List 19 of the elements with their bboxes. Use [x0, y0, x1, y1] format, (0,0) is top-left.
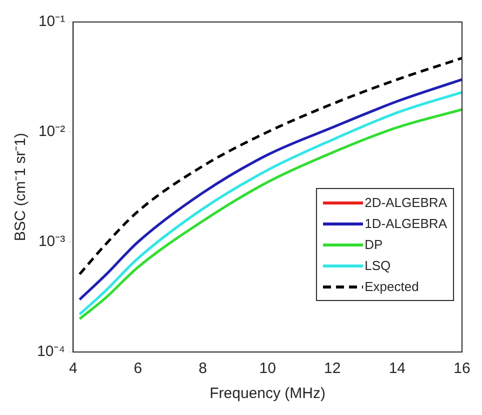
x-tick-label: 4 [68, 360, 78, 378]
y-tick-label: 10⁻⁴ [36, 343, 66, 360]
y-tick-label: 10⁻³ [38, 233, 66, 250]
legend-label: DP [364, 237, 383, 252]
x-tick-label: 6 [134, 360, 142, 378]
x-tick-label: 12 [324, 360, 341, 378]
legend-label: Expected [364, 279, 419, 294]
x-tick-label: 8 [198, 360, 207, 378]
x-axis-title: Frequency (MHz) [210, 385, 326, 402]
x-tick-label: 10 [259, 360, 276, 378]
legend-label: LSQ [364, 258, 391, 273]
y-axis-title: BSC (cm⁻1 sr⁻1) [12, 132, 30, 242]
x-tick-label: 14 [388, 360, 406, 378]
y-tick-label: 10⁻¹ [38, 13, 66, 30]
x-tick-label: 16 [454, 360, 470, 378]
legend-label: 1D-ALGEBRA [364, 216, 447, 231]
y-tick-label: 10⁻² [38, 123, 66, 140]
line-series [78, 56, 462, 276]
legend-label: 2D-ALGEBRA [364, 195, 447, 210]
